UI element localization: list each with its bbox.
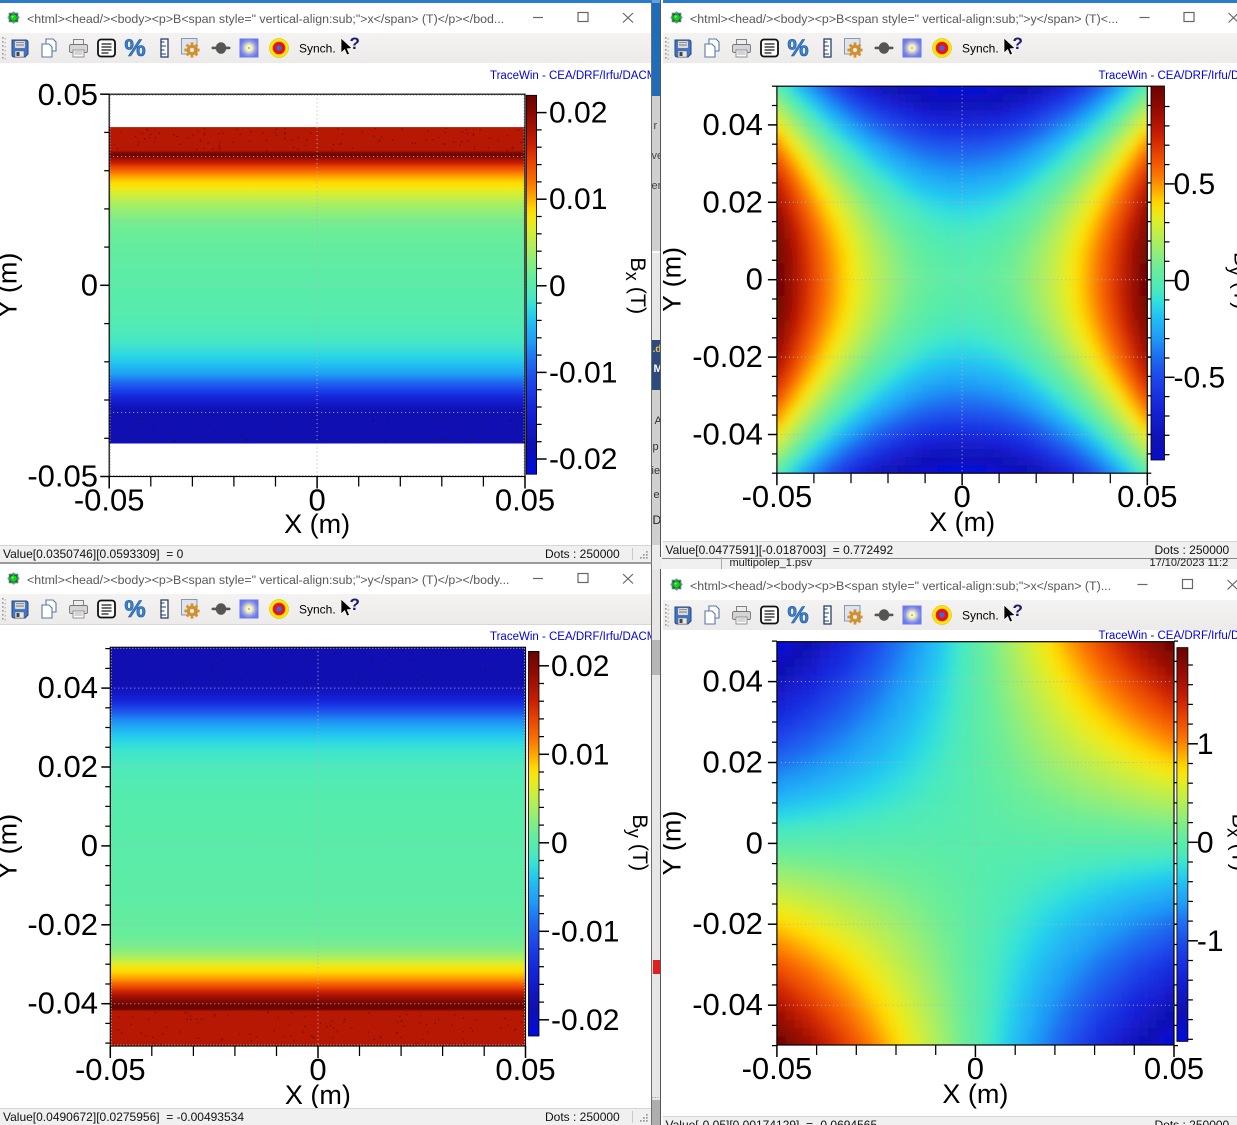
svg-text:Y (m): Y (m) [663,247,686,313]
svg-text:-0.02: -0.02 [551,1004,619,1037]
svg-text:0: 0 [953,479,970,514]
svg-text:Bx (T): Bx (T) [622,257,650,314]
svg-text:0.04: 0.04 [702,107,762,142]
svg-text:%: % [787,35,808,62]
svg-text:0: 0 [81,267,98,302]
svg-text:0: 0 [745,262,762,297]
svg-text:0.04: 0.04 [38,670,98,705]
svg-text:X (m): X (m) [284,509,350,539]
svg-text:0: 0 [81,828,98,863]
svg-text:0.05: 0.05 [495,1052,555,1087]
svg-text:0.01: 0.01 [551,738,609,771]
svg-text:0.01: 0.01 [549,183,607,216]
svg-text:?: ? [1012,601,1022,620]
svg-text:TraceWin - CEA/DRF/Irfu/DACM: TraceWin - CEA/DRF/Irfu/DACM [1098,630,1237,642]
svg-text:Y (m): Y (m) [0,814,22,880]
svg-text:Synch.: Synch. [299,42,336,56]
svg-text:0.02: 0.02 [38,749,98,784]
svg-text:X (m): X (m) [285,1080,351,1108]
svg-text:<html><head/><body><p>B<span s: <html><head/><body><p>B<span style=" ver… [27,573,509,587]
svg-text:0.05: 0.05 [1117,479,1177,514]
svg-text:-0.02: -0.02 [692,339,763,374]
svg-text:0: 0 [308,483,325,518]
svg-text:0.05: 0.05 [495,483,555,518]
svg-text:-0.05: -0.05 [27,459,98,494]
svg-text:-0.05: -0.05 [75,1052,146,1087]
svg-text:Y (m): Y (m) [0,253,22,319]
svg-text:0: 0 [551,827,568,860]
svg-text:?: ? [350,34,360,53]
svg-text:0.5: 0.5 [1173,168,1215,201]
svg-text:0.02: 0.02 [702,184,762,219]
svg-text:-0.02: -0.02 [27,907,98,942]
svg-text:Synch.: Synch. [962,42,999,56]
svg-text:-0.05: -0.05 [74,483,145,518]
svg-text:%: % [124,596,145,623]
svg-text:By (T): By (T) [624,814,651,871]
svg-text:?: ? [350,595,360,614]
svg-text:%: % [124,35,145,62]
svg-text:%: % [787,602,808,629]
svg-text:-0.04: -0.04 [692,417,763,452]
svg-text:-0.01: -0.01 [549,356,617,389]
svg-text:TraceWin - CEA/DRF/Irfu/DACM: TraceWin - CEA/DRF/Irfu/DACM [490,631,651,643]
svg-text:0: 0 [1173,265,1190,298]
svg-text:?: ? [1012,34,1022,53]
svg-text:0.02: 0.02 [549,97,607,130]
svg-text:Synch.: Synch. [962,609,999,623]
svg-text:<html><head/><body><p>B<span s: <html><head/><body><p>B<span style=" ver… [690,579,1111,593]
svg-text:0: 0 [549,270,566,303]
svg-text:-0.01: -0.01 [551,915,619,948]
svg-text:Synch.: Synch. [299,603,336,617]
svg-text:-0.5: -0.5 [1173,361,1225,394]
svg-text:-0.02: -0.02 [549,443,617,476]
svg-text:0.02: 0.02 [551,650,609,683]
svg-text:<html><head/><body><p>B<span s: <html><head/><body><p>B<span style=" ver… [690,12,1118,26]
svg-text:-0.05: -0.05 [741,479,812,514]
svg-text:<html><head/><body><p>B<span s: <html><head/><body><p>B<span style=" ver… [27,12,504,26]
svg-text:TraceWin - CEA/DRF/Irfu/DACM: TraceWin - CEA/DRF/Irfu/DACM [490,70,651,82]
svg-text:0.05: 0.05 [38,77,98,112]
svg-text:-0.04: -0.04 [27,986,98,1021]
svg-text:X (m): X (m) [929,507,995,537]
svg-text:0: 0 [309,1052,326,1087]
svg-text:TraceWin - CEA/DRF/Irfu/DACM: TraceWin - CEA/DRF/Irfu/DACM [1098,70,1237,82]
